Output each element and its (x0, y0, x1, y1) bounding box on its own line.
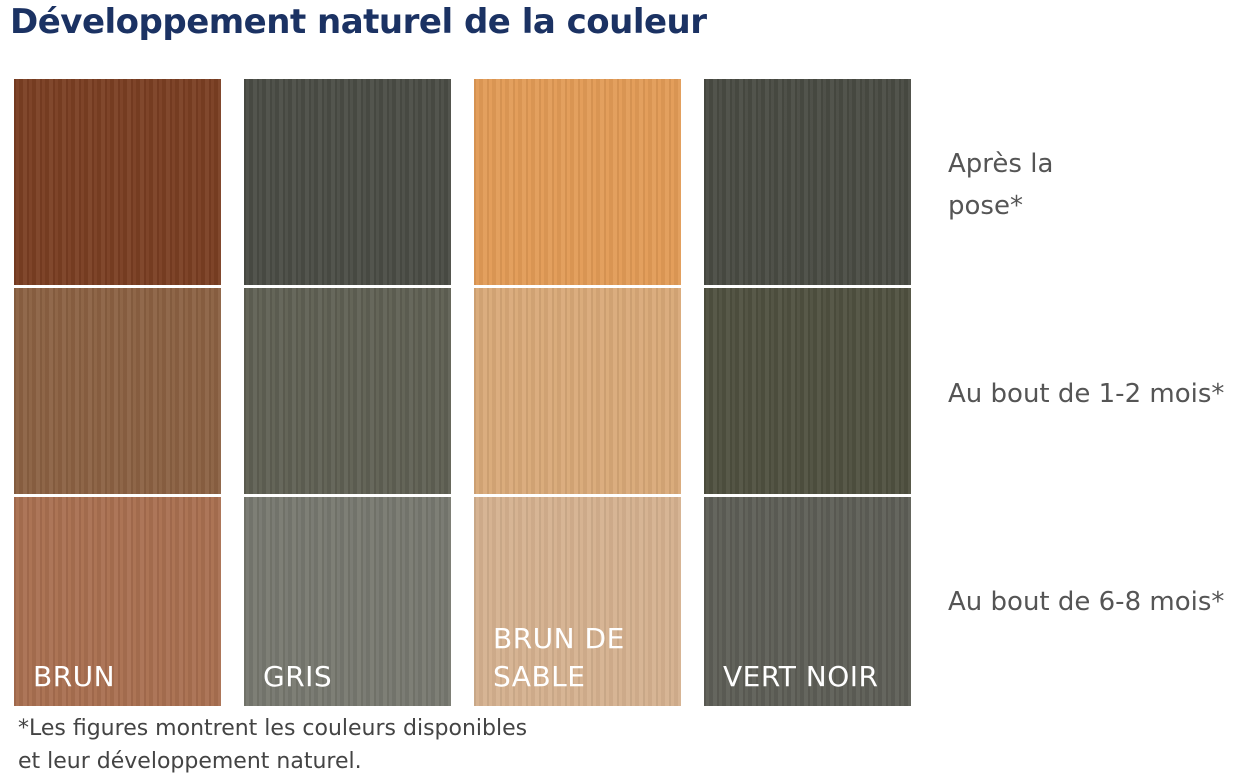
stage-label-1-2-months: Au bout de 1-2 mois* (948, 379, 1225, 409)
footnote: *Les figures montrent les couleurs dispo… (18, 716, 528, 774)
color-swatch (14, 79, 221, 285)
color-swatch (244, 79, 451, 285)
color-swatch (244, 288, 451, 494)
color-column: VERT NOIR (704, 79, 911, 706)
stage-label-installation: Après la pose* (948, 149, 1054, 221)
color-swatch (14, 497, 221, 706)
color-name: BRUN (33, 660, 116, 693)
color-column: BRUN (14, 79, 221, 706)
color-name: VERT NOIR (723, 660, 879, 693)
color-swatch (704, 288, 911, 494)
color-column: BRUN DE SABLE (474, 79, 681, 706)
color-swatch (14, 288, 221, 494)
color-column: GRIS (244, 79, 451, 706)
color-swatch (474, 497, 681, 706)
color-name: BRUN DE SABLE (493, 622, 625, 693)
page-title: Développement naturel de la couleur (10, 2, 707, 42)
stage-label-6-8-months: Au bout de 6-8 mois* (948, 587, 1225, 617)
color-swatch (244, 497, 451, 706)
color-swatch (474, 79, 681, 285)
color-swatch (704, 497, 911, 706)
color-swatch (704, 79, 911, 285)
color-name: GRIS (263, 660, 333, 693)
color-swatch (474, 288, 681, 494)
